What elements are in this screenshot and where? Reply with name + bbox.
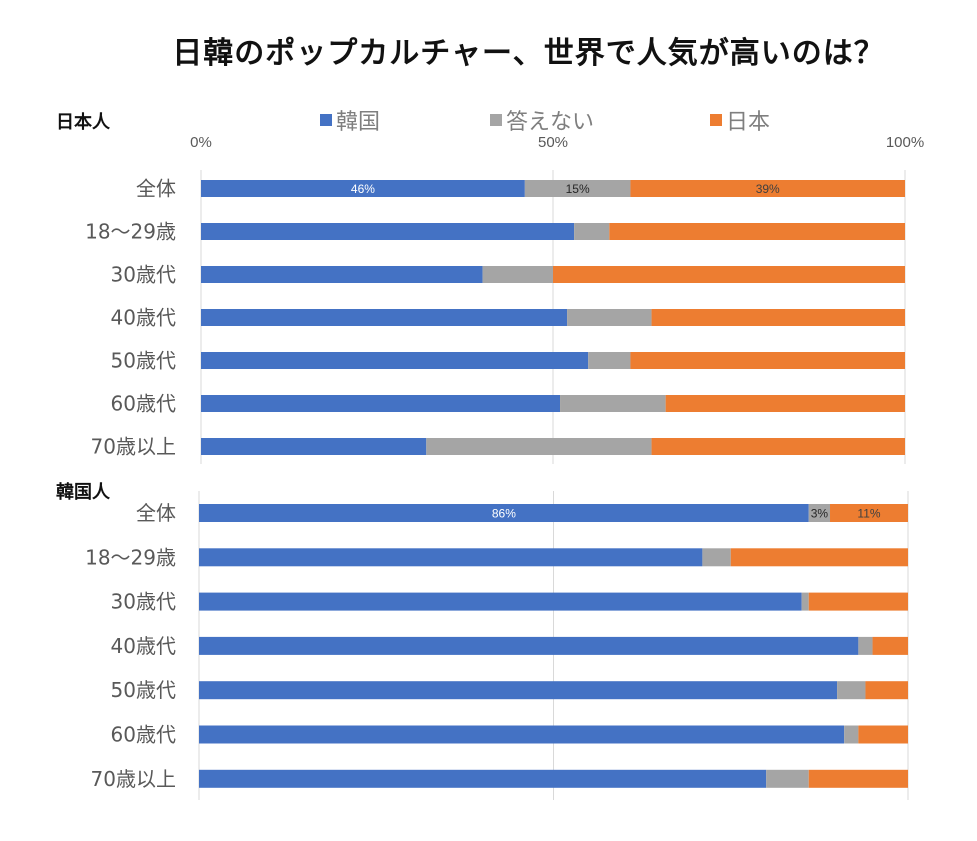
category-label: 60歳代 — [111, 723, 176, 747]
bar-segment — [426, 438, 652, 455]
category-label: 40歳代 — [111, 306, 176, 330]
bar-segment — [801, 592, 809, 611]
bar-segment — [201, 438, 427, 455]
legend-label-no-answer: 答えない — [506, 110, 595, 135]
bar-segment — [630, 180, 905, 197]
legend-label-korea: 韓国 — [336, 110, 381, 135]
bar-segment — [199, 592, 802, 611]
bar-segment — [199, 769, 767, 788]
category-label: 全体 — [136, 501, 176, 525]
legend-swatch-no-answer — [490, 114, 502, 126]
bar-segment — [201, 309, 568, 326]
category-label: 18〜29歳 — [85, 545, 176, 569]
bar-segment — [201, 180, 525, 197]
bar-segment — [730, 548, 908, 567]
legend-swatch-japan — [710, 114, 722, 126]
bar-segment — [199, 681, 838, 700]
legend-item-no-answer: 答えない — [490, 104, 710, 136]
x-tick-label: 0% — [190, 134, 212, 151]
category-label: 50歳代 — [111, 678, 176, 702]
legend-item-japan: 日本 — [710, 104, 770, 136]
data-label: 3% — [811, 507, 829, 521]
bar-segment — [872, 636, 908, 655]
bar-segment — [201, 223, 575, 240]
x-tick-label: 100% — [886, 134, 924, 151]
legend-item-korea: 韓国 — [320, 104, 490, 136]
bar-segment — [201, 352, 589, 369]
bar-segment — [199, 548, 703, 567]
bar-segment — [858, 725, 908, 744]
category-label: 50歳代 — [111, 349, 176, 373]
bar-segment — [651, 309, 905, 326]
bar-segment — [837, 681, 866, 700]
bar-segment — [630, 352, 905, 369]
bar-segment — [199, 636, 859, 655]
category-label: 18〜29歳 — [85, 220, 176, 244]
legend: 韓国 答えない 日本 — [320, 104, 770, 136]
legend-swatch-korea — [320, 114, 332, 126]
bar-segment — [553, 266, 905, 283]
bar-segment — [844, 725, 859, 744]
category-label: 30歳代 — [111, 590, 176, 614]
bar-segment — [201, 266, 483, 283]
bar-segment — [201, 395, 561, 412]
bar-segment — [482, 266, 553, 283]
category-label: 70歳以上 — [91, 767, 176, 791]
bar-segment — [858, 636, 873, 655]
bar-segment — [830, 504, 908, 522]
bar-segment — [560, 395, 666, 412]
chart-title: 日韓のポップカルチャー、世界で人気が高いのは？ — [172, 36, 885, 71]
category-label: 全体 — [136, 177, 176, 201]
bar-segment — [808, 504, 831, 522]
bar-segment — [808, 769, 908, 788]
bar-segment — [665, 395, 905, 412]
x-tick-label: 50% — [538, 134, 568, 151]
bar-segment — [702, 548, 731, 567]
bar-segment — [808, 592, 908, 611]
data-label: 15% — [566, 182, 590, 196]
bar-segment — [574, 223, 610, 240]
bar-segment — [588, 352, 631, 369]
data-label: 46% — [351, 182, 375, 196]
section-label-korean: 韓国人 — [56, 482, 110, 503]
bar-segment — [199, 725, 845, 744]
data-label: 39% — [756, 182, 780, 196]
legend-label-japan: 日本 — [726, 110, 771, 135]
category-label: 40歳代 — [111, 634, 176, 658]
data-label: 86% — [492, 507, 516, 521]
section-label-japanese: 日本人 — [56, 112, 110, 133]
bar-segment — [609, 223, 905, 240]
bar-segment — [199, 504, 809, 522]
category-label: 70歳以上 — [91, 435, 176, 459]
bar-segment — [651, 438, 905, 455]
data-label: 11% — [857, 507, 880, 521]
bar-segment — [865, 681, 908, 700]
bar-segment — [524, 180, 631, 197]
category-label: 60歳代 — [111, 392, 176, 416]
category-label: 30歳代 — [111, 263, 176, 287]
bar-segment — [766, 769, 809, 788]
bar-segment — [567, 309, 652, 326]
